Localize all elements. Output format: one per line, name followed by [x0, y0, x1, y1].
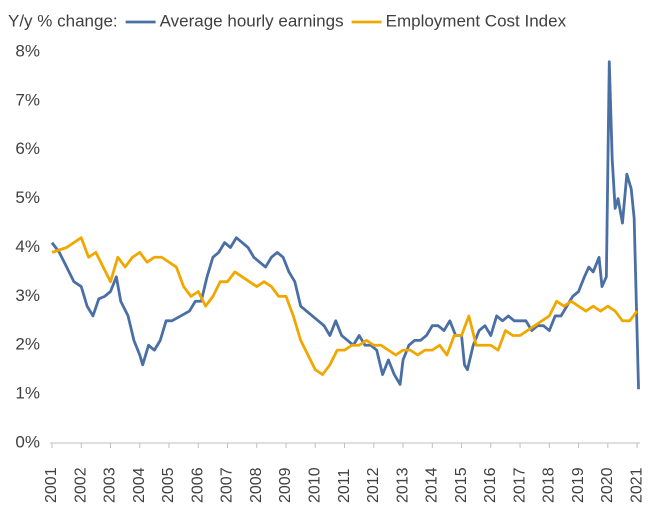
x-tick-label: 2018 [541, 467, 558, 503]
x-tick-label: 2014 [424, 467, 441, 503]
y-tick-label: 3% [15, 286, 40, 305]
x-tick-label: 2007 [219, 467, 236, 503]
x-tick-label: 2010 [307, 467, 324, 503]
x-tick-label: 2020 [599, 467, 616, 503]
x-tick-label: 2017 [511, 467, 528, 503]
x-tick-label: 2001 [43, 467, 60, 503]
y-tick-label: 8% [15, 41, 40, 60]
x-tick-label: 2004 [131, 467, 148, 503]
x-tick-label: 2012 [365, 467, 382, 503]
x-tick-label: 2005 [160, 467, 177, 503]
y-tick-label: 0% [15, 432, 40, 451]
x-tick-label: 2019 [570, 467, 587, 503]
x-tick-label: 2003 [102, 467, 119, 503]
series-line [51, 236, 639, 376]
x-tick-label: 2015 [453, 467, 470, 503]
x-tick-label: 2013 [394, 467, 411, 503]
series-line [50, 60, 640, 390]
x-tick-label: 2011 [336, 468, 353, 503]
y-tick-label: 5% [15, 188, 40, 207]
x-tick-label: 2016 [482, 467, 499, 503]
y-tick-label: 7% [15, 90, 40, 109]
y-tick-label: 2% [15, 335, 40, 354]
x-tick-label: 2021 [628, 467, 645, 503]
x-tick-label: 2009 [277, 467, 294, 503]
x-tick-label: 2006 [189, 467, 206, 503]
y-tick-label: 6% [15, 139, 40, 158]
legend-title: Y/y % change: [8, 11, 118, 30]
legend-label: Average hourly earnings [160, 11, 344, 30]
legend-label: Employment Cost Index [386, 11, 567, 30]
x-tick-label: 2002 [72, 467, 89, 503]
y-tick-label: 4% [15, 237, 40, 256]
x-tick-label: 2008 [248, 467, 265, 503]
y-tick-label: 1% [15, 384, 40, 403]
